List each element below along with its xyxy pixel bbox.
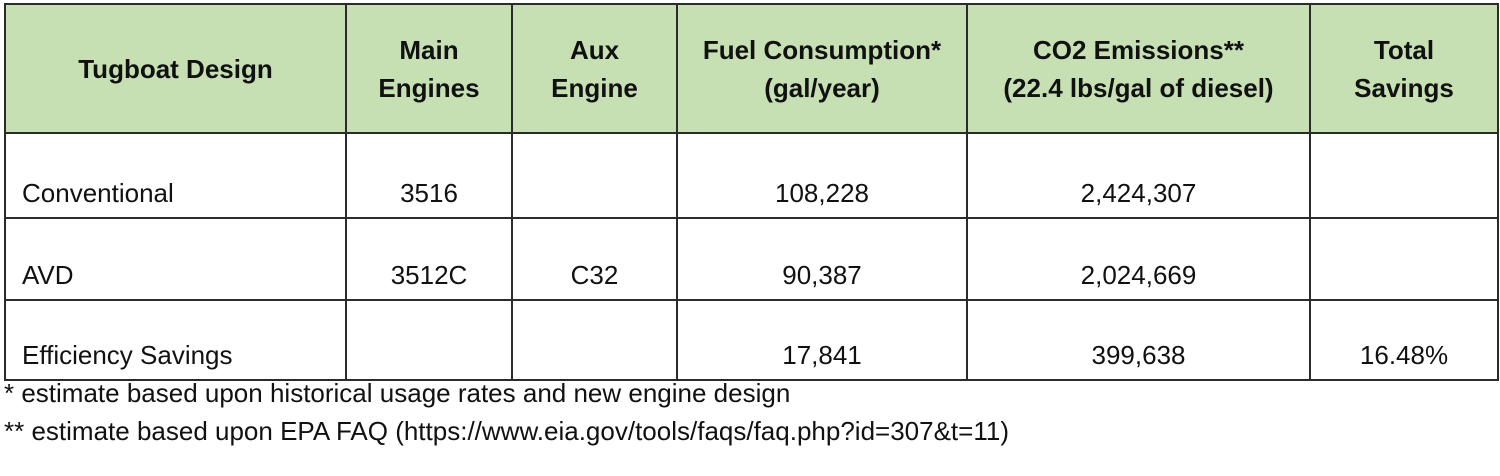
header-line: Engines — [378, 72, 480, 103]
cell-tugboat-design: Conventional — [4, 132, 347, 219]
cell-tugboat-design: Efficiency Savings — [4, 299, 347, 381]
header-line: (gal/year) — [764, 72, 880, 103]
footnotes: * estimate based upon historical usage r… — [4, 374, 1009, 450]
table-row-avd: AVD 3512C C32 90,387 2,024,669 — [4, 217, 1499, 301]
header-main-engines: Main Engines — [345, 3, 513, 134]
header-line: Main — [399, 34, 459, 65]
header-total-savings: Total Savings — [1309, 3, 1499, 134]
cell-co2-emissions: 399,638 — [966, 299, 1311, 381]
cell-total-savings — [1309, 132, 1499, 219]
tugboat-comparison-table: Tugboat Design Main Engines Aux Engine F… — [4, 3, 1499, 381]
cell-fuel-consumption: 90,387 — [676, 217, 968, 301]
cell-tugboat-design: AVD — [4, 217, 347, 301]
cell-aux-engine — [511, 132, 678, 219]
footnote-fuel-estimate: * estimate based upon historical usage r… — [4, 378, 791, 408]
cell-main-engines: 3516 — [345, 132, 513, 219]
cell-co2-emissions: 2,024,669 — [966, 217, 1311, 301]
header-line: Total — [1373, 34, 1435, 65]
header-co2-emissions: CO2 Emissions** (22.4 lbs/gal of diesel) — [966, 3, 1311, 134]
header-aux-engine: Aux Engine — [511, 3, 678, 134]
cell-main-engines: 3512C — [345, 217, 513, 301]
table-row-conventional: Conventional 3516 108,228 2,424,307 — [4, 132, 1499, 219]
header-tugboat-design: Tugboat Design — [4, 3, 347, 134]
header-line: Savings — [1354, 72, 1454, 103]
cell-co2-emissions: 2,424,307 — [966, 132, 1311, 219]
cell-aux-engine: C32 — [511, 217, 678, 301]
header-line: Tugboat Design — [78, 53, 273, 84]
table-header-row: Tugboat Design Main Engines Aux Engine F… — [4, 3, 1499, 134]
header-line: Aux — [569, 34, 620, 65]
cell-aux-engine — [511, 299, 678, 381]
cell-total-savings: 16.48% — [1309, 299, 1499, 381]
cell-total-savings — [1309, 217, 1499, 301]
table-row-efficiency-savings: Efficiency Savings 17,841 399,638 16.48% — [4, 299, 1499, 381]
header-line: (22.4 lbs/gal of diesel) — [1003, 72, 1274, 103]
cell-fuel-consumption: 17,841 — [676, 299, 968, 381]
header-fuel-consumption: Fuel Consumption* (gal/year) — [676, 3, 968, 134]
header-line: Fuel Consumption* — [702, 34, 942, 65]
header-line: Engine — [551, 72, 638, 103]
footnote-co2-estimate: ** estimate based upon EPA FAQ (https://… — [4, 416, 1009, 446]
cell-main-engines — [345, 299, 513, 381]
cell-fuel-consumption: 108,228 — [676, 132, 968, 219]
header-line: CO2 Emissions** — [1033, 34, 1244, 65]
